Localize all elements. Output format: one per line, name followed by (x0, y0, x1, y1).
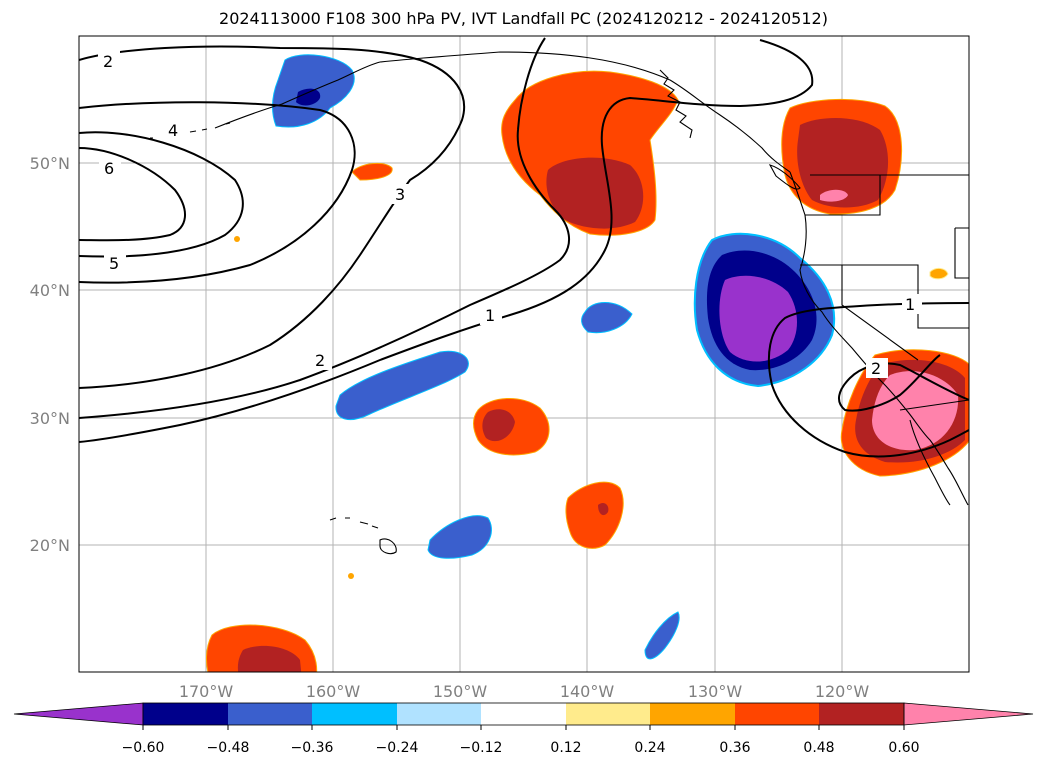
positive-core-southern (598, 502, 609, 516)
lon-tick-label: 160°W (306, 682, 361, 701)
colorbar-swatch (566, 703, 650, 725)
positive-dot-south (348, 573, 354, 579)
contour-label: 2 (103, 52, 113, 71)
negative-blob-subtropical (335, 350, 469, 421)
positive-blob-southern (565, 481, 624, 549)
colorbar-tick-labels: −0.60 −0.48 −0.36 −0.24 −0.12 0.12 0.24 … (122, 740, 920, 756)
lon-tick-label: 170°W (179, 682, 234, 701)
colorbar-tick-label: −0.24 (376, 740, 419, 756)
pv-contour-2-east (838, 354, 969, 412)
baja-peninsula (909, 419, 951, 506)
lon-tick-label: 130°W (688, 682, 743, 701)
pv-contour-2 (79, 37, 570, 419)
colorbar-tick-label: −0.12 (460, 740, 503, 756)
state-border-4 (954, 227, 969, 279)
figure-title: 2024113000 F108 300 hPa PV, IVT Landfall… (219, 9, 828, 28)
contour-label: 1 (905, 295, 915, 314)
contour-label: 6 (104, 159, 114, 178)
state-border-3 (841, 265, 919, 361)
colorbar-tick-label: −0.60 (122, 740, 165, 756)
colorbar-ticks (142, 725, 905, 730)
colorbar-swatch (312, 703, 397, 725)
lon-tick-label: 120°W (815, 682, 870, 701)
negative-blob-hawaii (427, 515, 492, 559)
colorbar-frame (142, 702, 905, 726)
lat-tick-label: 20°N (30, 536, 70, 555)
pv-contour-4 (79, 101, 356, 284)
pv-contour-1-east (767, 302, 969, 458)
colorbar-swatch (228, 703, 312, 725)
colorbar-tick-label: 0.48 (803, 740, 834, 756)
pv-contour-3 (79, 45, 466, 389)
colorbar-swatch (650, 703, 735, 725)
state-border-1 (805, 175, 881, 216)
mexico-border (899, 399, 969, 411)
negative-blob-tropical (644, 611, 680, 660)
map-panel: 2 4 6 5 3 2 1 1 2 (79, 36, 969, 672)
lat-tick-labels: 20°N 30°N 40°N 50°N (30, 154, 70, 555)
contour-label: 2 (315, 351, 325, 370)
colorbar-swatch (735, 703, 819, 725)
lat-tick-label: 40°N (30, 281, 70, 300)
colorbar-swatch (143, 703, 228, 725)
lat-tick-label: 50°N (30, 154, 70, 173)
positive-core-ne-pacific (546, 157, 644, 229)
contour-label: 3 (395, 185, 405, 204)
contour-label: 2 (871, 359, 881, 378)
contour-label: 1 (485, 306, 495, 325)
ivt-shading (206, 54, 969, 672)
lon-tick-label: 150°W (433, 682, 488, 701)
colorbar-swatch (819, 703, 904, 725)
colorbar-tick-label: 0.36 (719, 740, 750, 756)
pv-contour-1 (79, 39, 814, 443)
positive-peak-pnw (820, 189, 848, 202)
aleutian-coast (214, 61, 381, 129)
alaska-south-coast (379, 51, 791, 173)
pv-contour-6 (79, 147, 186, 242)
contour-labels: 2 4 6 5 3 2 1 1 2 (98, 51, 922, 378)
hawaii-islands (329, 517, 397, 555)
aleutian-islands (150, 122, 231, 139)
colorbar-swatch (481, 703, 566, 725)
colorbar-tick-label: 0.12 (550, 740, 581, 756)
positive-dot-west (234, 236, 240, 242)
colorbar-tick-label: −0.36 (291, 740, 334, 756)
colorbar-extend-low (13, 702, 144, 726)
positive-blob-interior (929, 267, 949, 280)
negative-blob-central-small (581, 302, 633, 334)
positive-core-central (482, 409, 515, 442)
contour-label: 4 (168, 121, 178, 140)
negative-core-aleutian (296, 88, 321, 106)
lon-tick-label: 140°W (560, 682, 615, 701)
negative-core-california (719, 275, 797, 362)
positive-blob-small-north (351, 162, 393, 181)
map-frame (78, 35, 970, 673)
lon-tick-labels: 170°W 160°W 150°W 140°W 130°W 120°W (179, 682, 870, 701)
colorbar: −0.60 −0.48 −0.36 −0.24 −0.12 0.12 0.24 … (13, 702, 1034, 756)
pv-contours (79, 37, 969, 458)
colorbar-tick-label: −0.48 (207, 740, 250, 756)
colorbar-extend-high (903, 702, 1034, 726)
lat-tick-label: 30°N (30, 409, 70, 428)
colorbar-swatch (397, 703, 481, 725)
positive-core-pnw (797, 118, 889, 208)
positive-core-southwest (237, 645, 302, 672)
pv-contour-5 (79, 131, 244, 258)
colorbar-tick-label: 0.24 (634, 740, 665, 756)
vancouver-island (768, 164, 801, 190)
contour-label: 5 (109, 254, 119, 273)
colorbar-tick-label: 0.60 (888, 740, 919, 756)
positive-peak-socal (872, 371, 959, 451)
